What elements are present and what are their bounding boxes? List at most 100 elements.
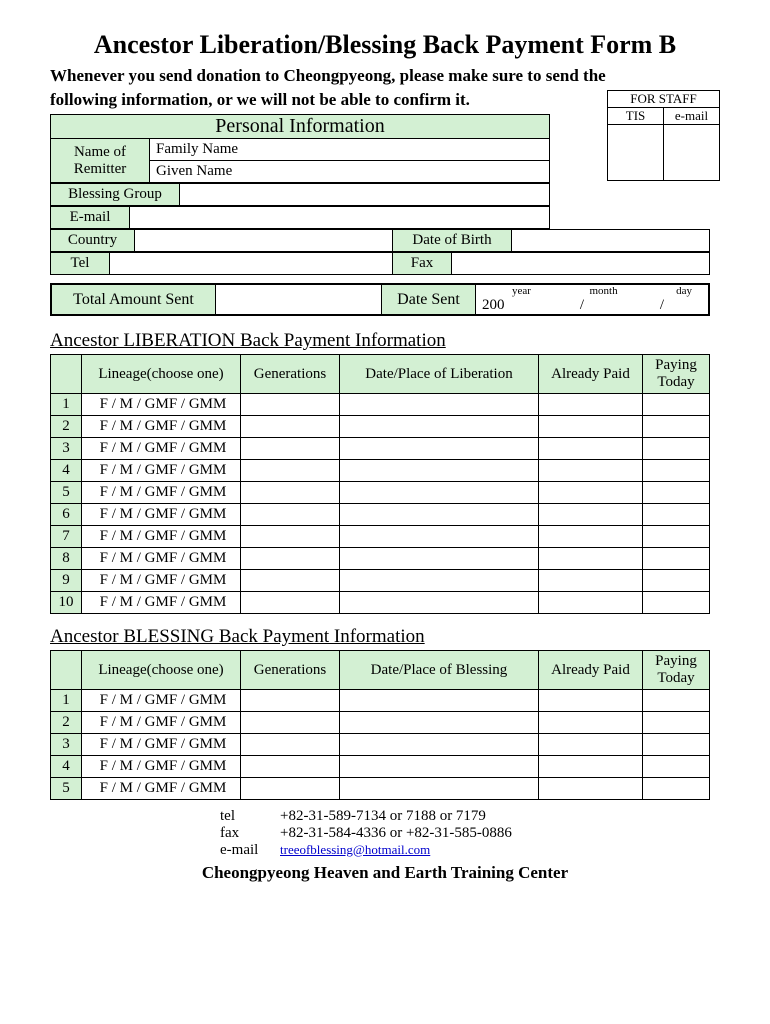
paying-today-cell[interactable]: [643, 778, 710, 800]
dateplace-cell[interactable]: [340, 734, 539, 756]
lineage-cell[interactable]: F / M / GMF / GMM: [82, 416, 241, 438]
paying-today-cell[interactable]: [643, 460, 710, 482]
total-amount-field[interactable]: [216, 284, 382, 315]
generations-cell[interactable]: [241, 482, 340, 504]
lineage-cell[interactable]: F / M / GMF / GMM: [82, 394, 241, 416]
already-paid-cell[interactable]: [539, 504, 643, 526]
paying-today-cell[interactable]: [643, 504, 710, 526]
already-paid-cell[interactable]: [539, 394, 643, 416]
email-field[interactable]: [130, 207, 550, 229]
dateplace-cell[interactable]: [340, 778, 539, 800]
lineage-cell[interactable]: F / M / GMF / GMM: [82, 570, 241, 592]
given-name-field[interactable]: Given Name: [150, 161, 550, 183]
paying-today-cell[interactable]: [643, 734, 710, 756]
dateplace-cell[interactable]: [340, 526, 539, 548]
month-label: month: [589, 285, 617, 297]
already-paid-cell[interactable]: [539, 712, 643, 734]
dateplace-cell[interactable]: [340, 690, 539, 712]
row-number: 5: [51, 778, 82, 800]
row-number: 9: [51, 570, 82, 592]
paying-today-cell[interactable]: [643, 438, 710, 460]
dateplace-cell[interactable]: [340, 416, 539, 438]
paying-today-cell[interactable]: [643, 526, 710, 548]
generations-cell[interactable]: [241, 570, 340, 592]
form-title: Ancestor Liberation/Blessing Back Paymen…: [50, 30, 720, 60]
contact-email-link[interactable]: treeofblessing@hotmail.com: [280, 842, 430, 859]
lineage-cell[interactable]: F / M / GMF / GMM: [82, 592, 241, 614]
generations-cell[interactable]: [241, 416, 340, 438]
already-paid-cell[interactable]: [539, 592, 643, 614]
generations-cell[interactable]: [241, 460, 340, 482]
dateplace-cell[interactable]: [340, 482, 539, 504]
generations-cell[interactable]: [241, 756, 340, 778]
already-paid-cell[interactable]: [539, 734, 643, 756]
already-paid-cell[interactable]: [539, 778, 643, 800]
already-paid-cell[interactable]: [539, 756, 643, 778]
generations-cell[interactable]: [241, 394, 340, 416]
generations-cell[interactable]: [241, 712, 340, 734]
dateplace-cell[interactable]: [340, 712, 539, 734]
already-paid-cell[interactable]: [539, 690, 643, 712]
paying-today-cell[interactable]: [643, 570, 710, 592]
dateplace-cell[interactable]: [340, 394, 539, 416]
lineage-cell[interactable]: F / M / GMF / GMM: [82, 482, 241, 504]
row-number: 6: [51, 504, 82, 526]
family-name-field[interactable]: Family Name: [150, 139, 550, 161]
blessing-group-field[interactable]: [180, 184, 550, 206]
country-field[interactable]: [135, 230, 393, 252]
already-paid-cell[interactable]: [539, 570, 643, 592]
generations-cell[interactable]: [241, 438, 340, 460]
already-paid-cell[interactable]: [539, 482, 643, 504]
staff-email-field[interactable]: [664, 125, 720, 181]
generations-cell[interactable]: [241, 734, 340, 756]
generations-cell[interactable]: [241, 548, 340, 570]
dateplace-cell[interactable]: [340, 570, 539, 592]
dateplace-cell[interactable]: [340, 460, 539, 482]
liberation-table: Lineage(choose one) Generations Date/Pla…: [50, 354, 710, 614]
already-paid-cell[interactable]: [539, 460, 643, 482]
paying-today-cell[interactable]: [643, 690, 710, 712]
staff-tis-field[interactable]: [608, 125, 664, 181]
dateplace-cell[interactable]: [340, 504, 539, 526]
lineage-cell[interactable]: F / M / GMF / GMM: [82, 712, 241, 734]
lineage-cell[interactable]: F / M / GMF / GMM: [82, 548, 241, 570]
table-row: 4F / M / GMF / GMM: [51, 756, 710, 778]
paying-today-cell[interactable]: [643, 416, 710, 438]
lib-col-blank: [51, 355, 82, 394]
generations-cell[interactable]: [241, 504, 340, 526]
tel-field[interactable]: [110, 253, 393, 275]
fax-field[interactable]: [452, 253, 710, 275]
generations-cell[interactable]: [241, 592, 340, 614]
lineage-cell[interactable]: F / M / GMF / GMM: [82, 504, 241, 526]
lineage-cell[interactable]: F / M / GMF / GMM: [82, 690, 241, 712]
lineage-cell[interactable]: F / M / GMF / GMM: [82, 778, 241, 800]
paying-today-cell[interactable]: [643, 592, 710, 614]
dateplace-cell[interactable]: [340, 548, 539, 570]
amount-row: Total Amount Sent Date Sent year month d…: [50, 283, 710, 316]
subtitle-line1: Whenever you send donation to Cheongpyeo…: [50, 66, 720, 86]
generations-cell[interactable]: [241, 690, 340, 712]
lineage-cell[interactable]: F / M / GMF / GMM: [82, 756, 241, 778]
paying-today-cell[interactable]: [643, 394, 710, 416]
already-paid-cell[interactable]: [539, 548, 643, 570]
date-sent-field[interactable]: year month day 200 / /: [476, 284, 710, 315]
table-row: 3F / M / GMF / GMM: [51, 438, 710, 460]
lineage-cell[interactable]: F / M / GMF / GMM: [82, 734, 241, 756]
already-paid-cell[interactable]: [539, 438, 643, 460]
paying-today-cell[interactable]: [643, 482, 710, 504]
dateplace-cell[interactable]: [340, 438, 539, 460]
paying-today-cell[interactable]: [643, 548, 710, 570]
lineage-cell[interactable]: F / M / GMF / GMM: [82, 526, 241, 548]
generations-cell[interactable]: [241, 526, 340, 548]
lineage-cell[interactable]: F / M / GMF / GMM: [82, 460, 241, 482]
dob-field[interactable]: [512, 230, 710, 252]
already-paid-cell[interactable]: [539, 416, 643, 438]
generations-cell[interactable]: [241, 778, 340, 800]
dateplace-cell[interactable]: [340, 756, 539, 778]
lineage-cell[interactable]: F / M / GMF / GMM: [82, 438, 241, 460]
subtitle-line2: following information, or we will not be…: [50, 90, 587, 110]
paying-today-cell[interactable]: [643, 756, 710, 778]
paying-today-cell[interactable]: [643, 712, 710, 734]
dateplace-cell[interactable]: [340, 592, 539, 614]
already-paid-cell[interactable]: [539, 526, 643, 548]
